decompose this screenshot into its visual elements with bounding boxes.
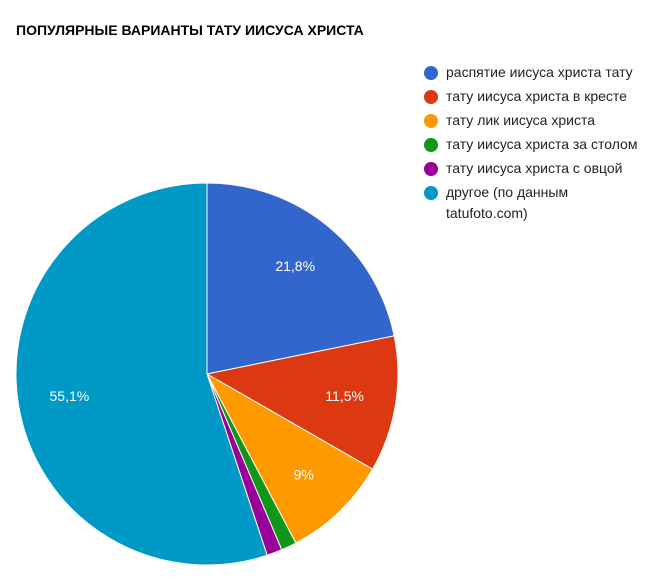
legend-item: тату иисуса христа в кресте xyxy=(424,88,646,107)
legend-item: тату иисуса христа с овцой xyxy=(424,160,646,179)
pie-slice-label-2: 9% xyxy=(294,466,314,482)
chart-legend: распятие иисуса христа тату тату иисуса х… xyxy=(424,64,646,229)
legend-swatch-icon xyxy=(424,186,438,200)
legend-label: распятие иисуса христа тату xyxy=(446,64,633,80)
pie-slice-labels: 21,8% 11,5% 9% 55,1% xyxy=(50,258,364,482)
legend-swatch-icon xyxy=(424,90,438,104)
legend-item: тату лик иисуса христа xyxy=(424,112,646,131)
legend-swatch-icon xyxy=(424,114,438,128)
legend-swatch-icon xyxy=(424,138,438,152)
legend-swatch-icon xyxy=(424,162,438,176)
legend-label: тату иисуса христа в кресте xyxy=(446,88,627,104)
legend-label: тату лик иисуса христа xyxy=(446,112,596,128)
legend-label: тату иисуса христа за столом xyxy=(446,136,638,152)
pie-slice-1 xyxy=(205,335,399,470)
pie-slice-label-0: 21,8% xyxy=(275,258,315,274)
pie-slice-0 xyxy=(206,182,395,375)
pie-slice-5 xyxy=(15,182,268,566)
legend-item: тату иисуса христа за столом xyxy=(424,136,646,155)
pie-slice-2 xyxy=(205,372,374,544)
pie-slice-label-1: 11,5% xyxy=(325,388,364,404)
legend-swatch-icon xyxy=(424,66,438,80)
pie-slice-label-5: 55,1% xyxy=(50,388,90,404)
pie-slices xyxy=(15,182,399,566)
legend-item: распятие иисуса христа тату xyxy=(424,64,646,83)
legend-label: тату иисуса христа с овцой xyxy=(446,160,623,176)
legend-label: другое (по данным tatufoto.com) xyxy=(446,184,569,221)
chart-title: ПОПУЛЯРНЫЕ ВАРИАНТЫ ТАТУ ИИСУСА ХРИСТА xyxy=(16,22,364,38)
legend-item: другое (по данным tatufoto.com) xyxy=(424,184,646,224)
